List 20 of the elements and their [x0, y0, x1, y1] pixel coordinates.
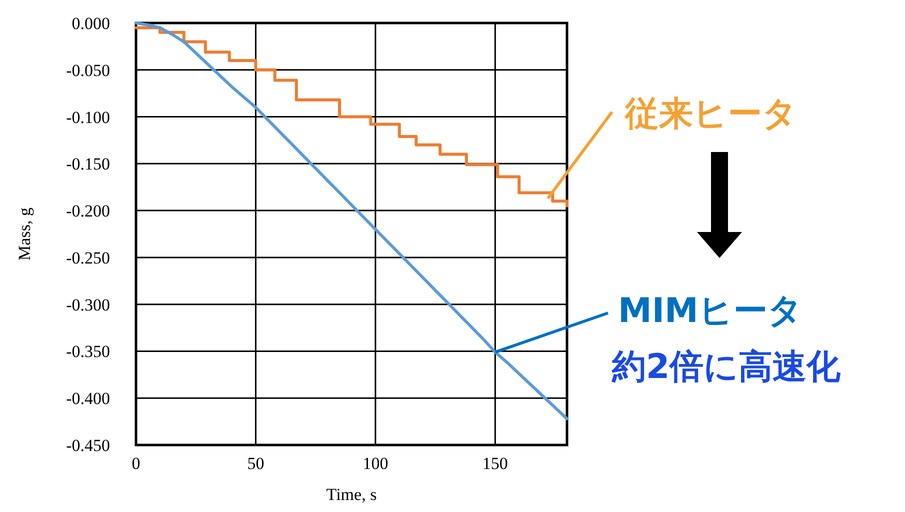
y-tick-label: -0.100	[66, 108, 110, 127]
annotation: 従来ヒータ	[624, 94, 797, 134]
y-axis-title: Mass, g	[15, 207, 34, 260]
x-axis-title: Time, s	[326, 485, 377, 504]
x-tick-label: 0	[132, 454, 140, 473]
x-tick-label: 50	[247, 454, 264, 473]
y-tick-label: -0.300	[66, 295, 110, 314]
y-tick-label: -0.350	[66, 342, 110, 362]
y-tick-label: -0.200	[66, 202, 110, 221]
y-tick-label: 0.000	[72, 14, 110, 33]
y-tick-label: -0.250	[66, 248, 110, 268]
y-tick-label: -0.400	[66, 389, 110, 408]
y-tick-label: -0.150	[66, 154, 110, 174]
line-series	[134, 22, 568, 420]
y-tick-label: -0.050	[66, 60, 110, 80]
x-tick-label: 100	[362, 454, 388, 473]
text: 約2倍に高速化	[611, 347, 842, 387]
x-tick-label: 150	[482, 454, 508, 473]
annotation: MIMヒータ	[618, 291, 802, 331]
y-tick-label: -0.450	[66, 436, 110, 455]
